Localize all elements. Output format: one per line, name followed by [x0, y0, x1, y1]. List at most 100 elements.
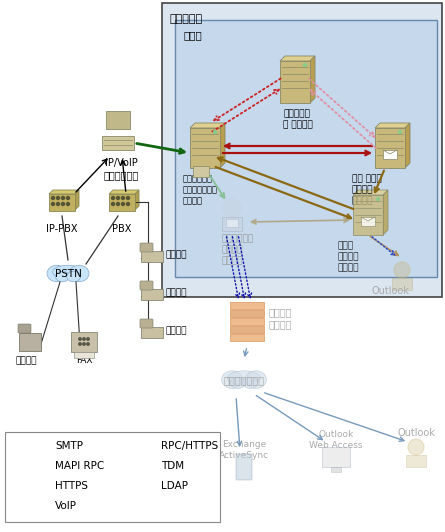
FancyBboxPatch shape [175, 20, 437, 277]
FancyBboxPatch shape [230, 318, 264, 325]
Text: HTTPS: HTTPS [55, 481, 88, 491]
Text: RPC/HTTPS: RPC/HTTPS [161, 441, 218, 451]
Circle shape [117, 196, 120, 200]
FancyBboxPatch shape [71, 332, 97, 352]
FancyBboxPatch shape [331, 467, 341, 472]
Text: ディレクト
リ サーバー: ディレクト リ サーバー [283, 109, 313, 129]
Circle shape [87, 343, 89, 345]
Circle shape [303, 63, 307, 66]
Circle shape [87, 338, 89, 340]
Ellipse shape [53, 265, 83, 279]
Text: Outlook
Web Access: Outlook Web Access [309, 430, 363, 450]
Polygon shape [135, 190, 139, 210]
FancyBboxPatch shape [361, 217, 375, 226]
FancyBboxPatch shape [49, 194, 75, 211]
FancyBboxPatch shape [140, 281, 153, 290]
Text: ファイア
ウォール: ファイア ウォール [269, 307, 292, 329]
FancyBboxPatch shape [230, 326, 264, 333]
Circle shape [112, 196, 114, 200]
FancyBboxPatch shape [5, 432, 220, 522]
Polygon shape [375, 123, 410, 128]
Ellipse shape [246, 371, 267, 388]
Circle shape [83, 338, 85, 340]
Text: LDAP: LDAP [161, 481, 188, 491]
FancyBboxPatch shape [230, 334, 264, 341]
FancyBboxPatch shape [102, 136, 134, 150]
Text: FAX: FAX [76, 356, 93, 365]
Text: 内線電話: 内線電話 [166, 250, 187, 259]
Ellipse shape [243, 377, 258, 388]
Text: TDM: TDM [161, 461, 184, 471]
Ellipse shape [231, 377, 246, 388]
FancyBboxPatch shape [353, 195, 383, 235]
Circle shape [408, 439, 424, 455]
Circle shape [117, 203, 120, 205]
Polygon shape [353, 190, 388, 195]
Circle shape [214, 130, 217, 134]
Circle shape [83, 343, 85, 345]
Ellipse shape [55, 271, 69, 282]
Circle shape [376, 197, 380, 201]
FancyBboxPatch shape [222, 217, 242, 231]
FancyBboxPatch shape [280, 61, 310, 103]
Ellipse shape [227, 371, 260, 385]
Text: SMTP: SMTP [55, 441, 83, 451]
FancyBboxPatch shape [236, 454, 252, 480]
Circle shape [79, 343, 81, 345]
Circle shape [121, 196, 125, 200]
Text: サイト: サイト [183, 30, 202, 40]
Circle shape [79, 338, 81, 340]
FancyBboxPatch shape [109, 194, 135, 211]
Polygon shape [220, 123, 225, 168]
Circle shape [66, 196, 69, 200]
Circle shape [61, 203, 65, 205]
Text: クライアント
アクセス
サーバー: クライアント アクセス サーバー [222, 234, 254, 265]
Text: フォレスト: フォレスト [170, 14, 203, 24]
Text: MAPI RPC: MAPI RPC [55, 461, 104, 471]
Circle shape [66, 203, 69, 205]
Polygon shape [190, 123, 225, 128]
Text: 内線電話: 内線電話 [166, 326, 187, 335]
FancyBboxPatch shape [106, 111, 130, 129]
Circle shape [126, 203, 129, 205]
Polygon shape [383, 190, 388, 235]
Text: 内線電話: 内線電話 [166, 288, 187, 297]
FancyBboxPatch shape [141, 289, 163, 300]
Circle shape [61, 196, 65, 200]
FancyBboxPatch shape [375, 128, 405, 168]
Circle shape [126, 196, 129, 200]
Circle shape [394, 262, 410, 278]
Ellipse shape [69, 265, 89, 282]
Text: ハブ トラン
スポート
サーバー: ハブ トラン スポート サーバー [352, 174, 382, 205]
Circle shape [121, 203, 125, 205]
Text: インターネット: インターネット [223, 375, 265, 385]
Circle shape [223, 199, 241, 217]
Circle shape [399, 130, 401, 134]
Text: Outlook: Outlook [397, 428, 435, 438]
Circle shape [52, 196, 54, 200]
Circle shape [52, 203, 54, 205]
FancyBboxPatch shape [19, 333, 41, 351]
FancyBboxPatch shape [162, 3, 442, 297]
Ellipse shape [67, 271, 81, 282]
Text: VoIP: VoIP [55, 501, 77, 511]
Polygon shape [75, 190, 79, 210]
Circle shape [112, 203, 114, 205]
FancyBboxPatch shape [140, 243, 153, 252]
Polygon shape [109, 190, 139, 194]
Text: PBX: PBX [112, 224, 131, 234]
Text: IP-PBX: IP-PBX [46, 224, 77, 234]
Circle shape [57, 203, 60, 205]
FancyBboxPatch shape [18, 324, 31, 333]
FancyBboxPatch shape [226, 219, 238, 227]
FancyBboxPatch shape [392, 278, 412, 290]
Text: メール
ボックス
サーバー: メール ボックス サーバー [338, 241, 360, 272]
Ellipse shape [47, 265, 67, 282]
FancyBboxPatch shape [140, 319, 153, 328]
Text: Exchange
ActiveSync: Exchange ActiveSync [219, 440, 269, 460]
FancyBboxPatch shape [230, 310, 264, 317]
FancyBboxPatch shape [74, 352, 94, 358]
FancyBboxPatch shape [141, 251, 163, 262]
Text: ユニファイド
メッセージング
サーバー: ユニファイド メッセージング サーバー [183, 174, 218, 205]
Text: 外線電話: 外線電話 [16, 356, 37, 365]
